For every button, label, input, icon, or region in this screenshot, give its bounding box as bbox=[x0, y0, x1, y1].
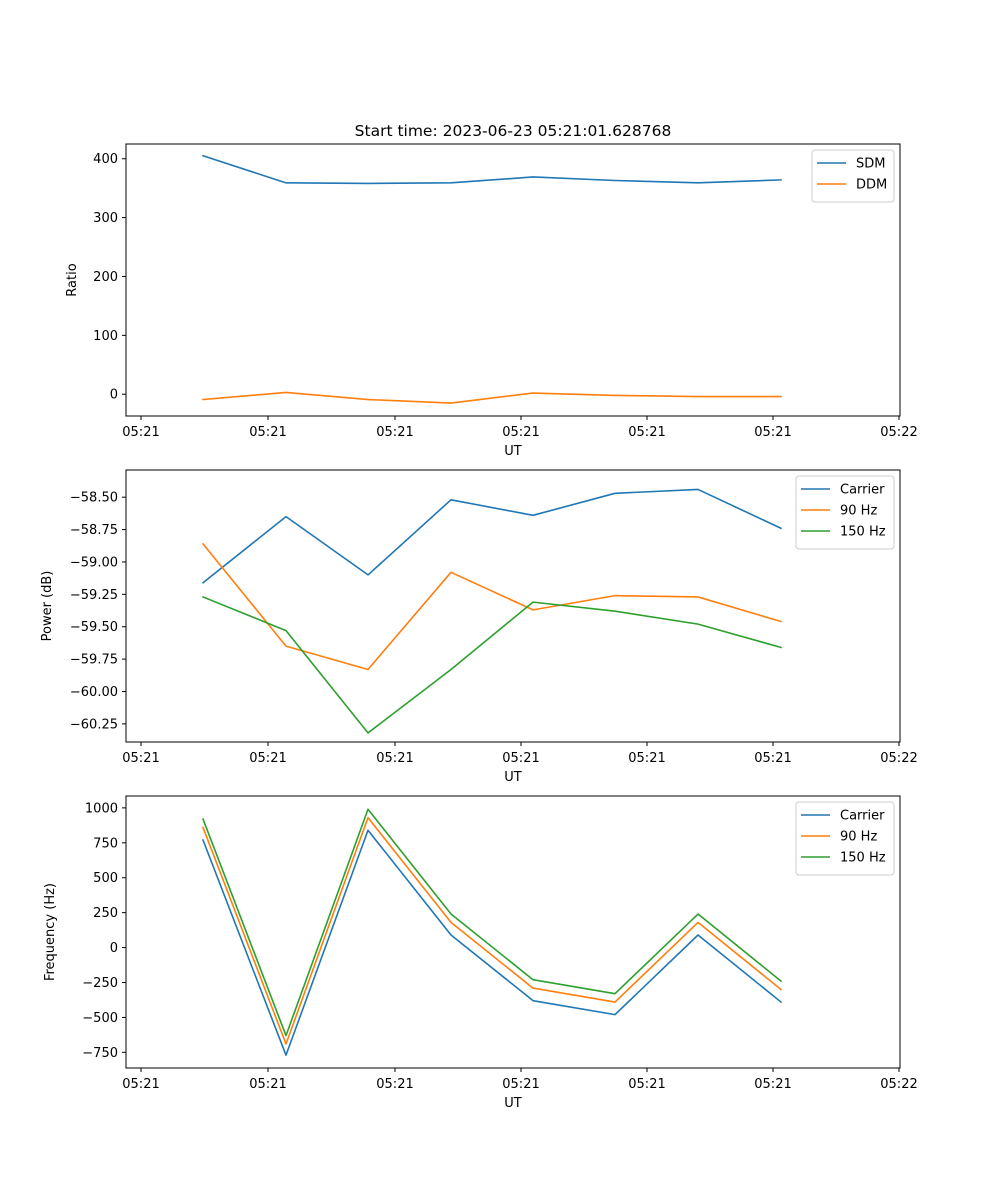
series-line-90-hz bbox=[201, 542, 782, 671]
y-tick-label: −59.50 bbox=[70, 620, 118, 635]
y-axis-label: Ratio bbox=[65, 263, 80, 296]
y-tick-label: 250 bbox=[93, 906, 118, 921]
x-tick-label: 05:21 bbox=[122, 751, 159, 766]
panel-ratio: 05:21 05:21 05:21 05:21 05:21 05:21 05:22 0 100 2… bbox=[65, 143, 918, 459]
axes-frame bbox=[125, 469, 901, 743]
x-axis-label: UT bbox=[504, 1096, 522, 1111]
x-tick-label: 05:21 bbox=[754, 425, 791, 440]
series-line-carrier bbox=[201, 829, 783, 1056]
y-tick-label: −58.50 bbox=[70, 491, 118, 506]
x-tick-label: 05:21 bbox=[628, 751, 665, 766]
figure-title: Start time: 2023-06-23 05:21:01.628768 bbox=[355, 122, 672, 140]
legend-label: Carrier bbox=[840, 483, 885, 498]
x-tick-label: 05:21 bbox=[376, 1077, 413, 1092]
x-tick-label: 05:21 bbox=[376, 751, 413, 766]
panel-frequency: 05:21 05:21 05:21 05:21 05:21 05:21 05:22 1000 7… bbox=[43, 795, 918, 1111]
y-axis-label: Frequency (Hz) bbox=[43, 883, 58, 981]
legend: Carrier 90 Hz 150 Hz bbox=[795, 801, 895, 876]
x-tick-label: 05:21 bbox=[249, 1077, 286, 1092]
y-tick-label: −60.25 bbox=[70, 717, 118, 732]
x-tick-label: 05:21 bbox=[502, 751, 539, 766]
x-tick-label: 05:21 bbox=[122, 1077, 159, 1092]
series-line-150-hz bbox=[201, 808, 783, 1037]
y-tick-label: 0 bbox=[110, 941, 118, 956]
y-tick-label: −250 bbox=[82, 976, 118, 991]
x-tick-label: 05:22 bbox=[880, 1077, 917, 1092]
y-tick-label: 300 bbox=[93, 211, 118, 226]
series-line-sdm bbox=[201, 154, 782, 185]
x-tick-label: 05:21 bbox=[502, 1077, 539, 1092]
series-line-ddm bbox=[202, 391, 782, 404]
y-tick-label: −500 bbox=[82, 1011, 118, 1026]
y-tick-label: 1000 bbox=[85, 801, 118, 816]
series-line-90-hz bbox=[201, 816, 783, 1045]
y-tick-label: −59.75 bbox=[70, 653, 118, 668]
x-tick-label: 05:21 bbox=[376, 425, 413, 440]
series-line-carrier bbox=[201, 488, 783, 584]
x-tick-label: 05:21 bbox=[249, 751, 286, 766]
y-tick-label: −59.00 bbox=[70, 555, 118, 570]
y-tick-label: −750 bbox=[82, 1046, 118, 1061]
y-tick-label: 500 bbox=[93, 871, 118, 886]
legend-label: Carrier bbox=[840, 809, 885, 824]
legend-label: SDM bbox=[856, 157, 885, 172]
y-tick-label: 400 bbox=[93, 152, 118, 167]
panel-power: 05:21 05:21 05:21 05:21 05:21 05:21 05:22 −58.5… bbox=[40, 469, 918, 785]
x-tick-label: 05:21 bbox=[502, 425, 539, 440]
legend-label: 150 Hz bbox=[840, 851, 886, 866]
legend-label: 150 Hz bbox=[840, 525, 886, 540]
x-axis-label: UT bbox=[504, 444, 522, 459]
x-tick-label: 05:22 bbox=[880, 425, 917, 440]
legend-label: 90 Hz bbox=[840, 504, 877, 519]
y-tick-label: −59.25 bbox=[70, 588, 118, 603]
x-tick-label: 05:21 bbox=[249, 425, 286, 440]
legend-label: 90 Hz bbox=[840, 830, 877, 845]
legend: SDM DDM bbox=[811, 149, 895, 203]
series-line-150-hz bbox=[201, 595, 782, 734]
legend: Carrier 90 Hz 150 Hz bbox=[795, 475, 895, 550]
y-tick-label: 200 bbox=[93, 270, 118, 285]
y-tick-label: −58.75 bbox=[70, 523, 118, 538]
x-tick-label: 05:21 bbox=[628, 425, 665, 440]
y-tick-label: 100 bbox=[93, 329, 118, 344]
y-axis-label: Power (dB) bbox=[40, 571, 55, 642]
axes-frame bbox=[125, 795, 901, 1069]
x-axis-label: UT bbox=[504, 770, 522, 785]
x-tick-label: 05:21 bbox=[754, 751, 791, 766]
x-tick-label: 05:21 bbox=[122, 425, 159, 440]
y-tick-label: 750 bbox=[93, 836, 118, 851]
x-tick-label: 05:21 bbox=[628, 1077, 665, 1092]
legend-label: DDM bbox=[856, 178, 887, 193]
x-tick-label: 05:22 bbox=[880, 751, 917, 766]
y-tick-label: 0 bbox=[110, 388, 118, 403]
axes-frame bbox=[125, 143, 901, 417]
y-tick-label: −60.00 bbox=[70, 685, 118, 700]
x-tick-label: 05:21 bbox=[754, 1077, 791, 1092]
